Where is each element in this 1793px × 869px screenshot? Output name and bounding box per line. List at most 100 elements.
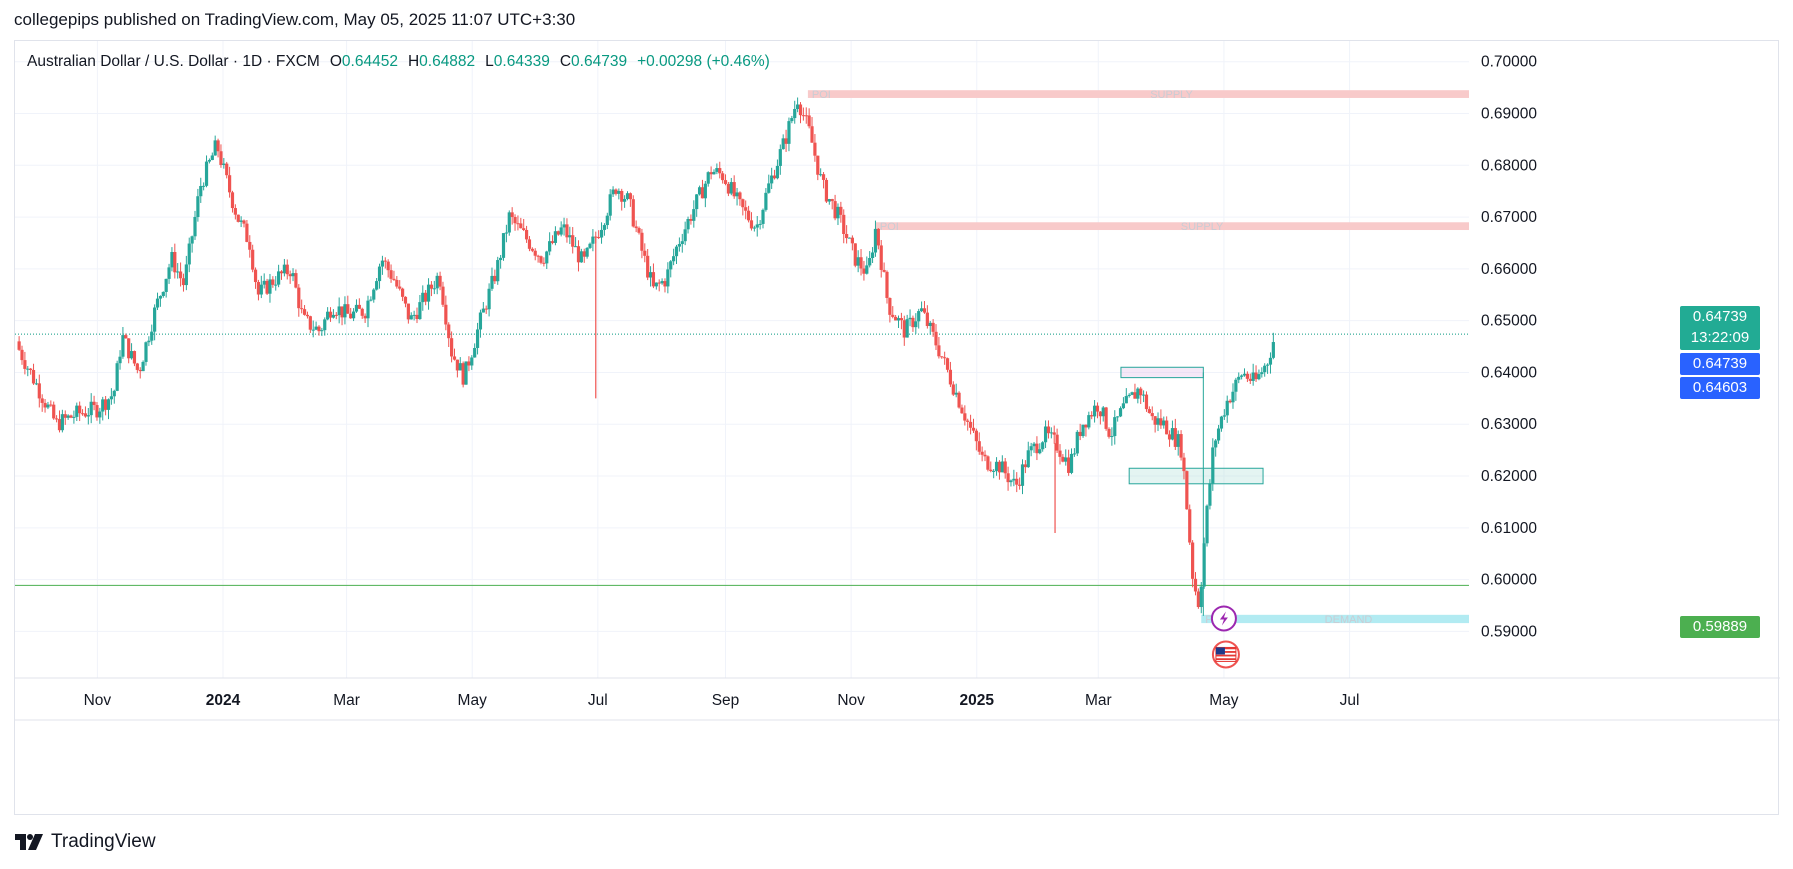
candle-body[interactable] [421, 292, 425, 303]
candle-body[interactable] [971, 427, 976, 431]
candle-body[interactable] [623, 198, 627, 202]
candle-body[interactable] [1162, 420, 1166, 426]
candle-body[interactable] [1052, 432, 1056, 435]
candle-body[interactable] [444, 304, 448, 325]
candle-body[interactable] [1167, 434, 1172, 440]
candle-body[interactable] [1092, 405, 1097, 417]
candle-body[interactable] [744, 207, 748, 211]
candle-body[interactable] [501, 233, 506, 258]
candle-body[interactable] [651, 272, 656, 287]
candle-body[interactable] [726, 183, 731, 194]
candle-body[interactable] [891, 314, 895, 317]
candle-body[interactable] [1087, 415, 1091, 428]
candle-body[interactable] [392, 278, 396, 280]
candle-body[interactable] [274, 284, 278, 286]
candle-body[interactable] [536, 255, 540, 257]
candle-body[interactable] [709, 172, 713, 175]
candle-body[interactable] [553, 231, 558, 243]
candle-body[interactable] [334, 314, 338, 316]
candle-body[interactable] [167, 267, 171, 279]
candle-body[interactable] [173, 252, 177, 273]
candle-body[interactable] [178, 271, 183, 279]
candle-body[interactable] [778, 149, 782, 166]
candle-body[interactable] [859, 257, 863, 269]
candle-body[interactable] [1225, 400, 1229, 416]
candle-body[interactable] [363, 315, 367, 319]
candle-body[interactable] [732, 182, 736, 197]
candle-body[interactable] [1006, 473, 1010, 483]
candle-body[interactable] [666, 269, 670, 287]
candle-body[interactable] [608, 194, 612, 216]
candle-body[interactable] [202, 185, 206, 187]
candle-body[interactable] [677, 244, 681, 247]
candle-body[interactable] [1116, 416, 1120, 418]
candle-body[interactable] [297, 287, 301, 309]
candle-body[interactable] [1208, 483, 1212, 506]
candle-body[interactable] [839, 206, 843, 215]
candle-body[interactable] [934, 331, 938, 346]
candle-body[interactable] [121, 335, 125, 357]
candle-body[interactable] [715, 168, 719, 172]
candle-body[interactable] [1058, 450, 1062, 457]
candle-body[interactable] [588, 243, 592, 248]
candle-body[interactable] [657, 282, 661, 284]
candle-body[interactable] [317, 326, 321, 332]
candle-body[interactable] [1055, 434, 1059, 451]
candle-body[interactable] [905, 319, 909, 338]
candle-body[interactable] [259, 284, 263, 295]
candle-body[interactable] [790, 118, 794, 122]
candle-body[interactable] [1179, 434, 1183, 458]
candle-body[interactable] [31, 370, 36, 384]
candle-body[interactable] [1211, 447, 1215, 484]
candle-body[interactable] [1127, 394, 1131, 397]
candle-body[interactable] [55, 418, 59, 420]
candle-body[interactable] [983, 454, 987, 457]
candle-body[interactable] [1199, 586, 1203, 608]
candle-body[interactable] [216, 140, 220, 152]
candle-body[interactable] [571, 235, 575, 247]
candle-body[interactable] [380, 260, 385, 267]
candle-body[interactable] [256, 282, 261, 295]
resistance-box[interactable] [1120, 366, 1204, 379]
candle-body[interactable] [83, 413, 88, 417]
candle-body[interactable] [643, 250, 647, 256]
candle-body[interactable] [320, 330, 324, 332]
candle-body[interactable] [931, 322, 935, 332]
candle-body[interactable] [1035, 443, 1039, 454]
candle-body[interactable] [1090, 415, 1094, 417]
candle-body[interactable] [75, 405, 79, 417]
candle-body[interactable] [1038, 449, 1042, 454]
candle-body[interactable] [752, 227, 756, 229]
candle-body[interactable] [400, 288, 405, 297]
candle-body[interactable] [1023, 464, 1027, 468]
candle-body[interactable] [176, 271, 180, 273]
candle-body[interactable] [1245, 373, 1249, 379]
candle-body[interactable] [516, 223, 520, 225]
candle-body[interactable] [738, 192, 742, 200]
candle-body[interactable] [1228, 400, 1232, 403]
candle-body[interactable] [1182, 457, 1186, 472]
candle-body[interactable] [1003, 461, 1007, 474]
candle-body[interactable] [406, 303, 410, 320]
candle-body[interactable] [219, 151, 223, 165]
candle-body[interactable] [1142, 394, 1146, 396]
candle-body[interactable] [1159, 418, 1163, 426]
candle-body[interactable] [69, 415, 73, 418]
candle-body[interactable] [796, 104, 800, 109]
candle-body[interactable] [461, 363, 465, 385]
candle-body[interactable] [683, 229, 687, 242]
candle-body[interactable] [248, 241, 252, 250]
candle-body[interactable] [1254, 372, 1258, 380]
candle-body[interactable] [960, 407, 964, 414]
candle-body[interactable] [1064, 457, 1068, 462]
candle-body[interactable] [917, 311, 921, 322]
candle-body[interactable] [654, 282, 658, 287]
candle-body[interactable] [1205, 505, 1209, 544]
candle-body[interactable] [842, 214, 846, 235]
candle-body[interactable] [686, 219, 690, 230]
candle-body[interactable] [1237, 376, 1241, 380]
candle-body[interactable] [432, 288, 436, 290]
candle-body[interactable] [576, 246, 581, 263]
candle-body[interactable] [706, 172, 710, 184]
candle-body[interactable] [155, 298, 160, 308]
